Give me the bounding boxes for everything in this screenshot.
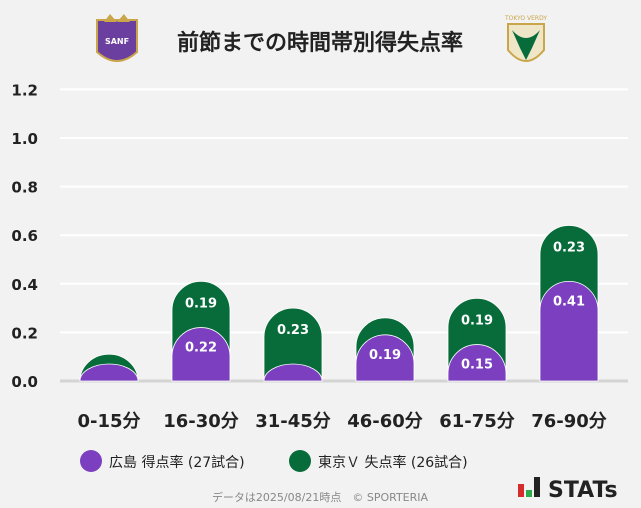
y-tick-label: 0.8 xyxy=(11,179,38,197)
x-tick-label: 61-75分 xyxy=(439,411,515,432)
x-tick-label: 0-15分 xyxy=(77,411,140,432)
y-tick-label: 1.2 xyxy=(11,81,38,99)
x-tick-label: 76-90分 xyxy=(531,411,607,432)
footer-note: データは2025/08/21時点 © SPORTERIA xyxy=(212,490,429,504)
stats-brand: STATs xyxy=(548,478,618,503)
away-logo-bird xyxy=(512,30,540,60)
bar-home-scored xyxy=(171,327,231,382)
legend-label: 東京Ｖ 失点率 (26試合) xyxy=(318,454,468,471)
x-tick-label: 31-45分 xyxy=(255,411,331,432)
data-label-home: 0.15 xyxy=(461,358,493,373)
home-logo-shield xyxy=(96,19,138,62)
data-label-away: 0.19 xyxy=(461,313,493,328)
y-tick-label: 0.2 xyxy=(11,324,38,342)
legend-marker xyxy=(80,450,102,472)
home-logo-text: SANF xyxy=(105,37,129,46)
legend-label: 広島 得点率 (27試合) xyxy=(109,454,245,471)
bar-home-scored xyxy=(539,281,599,382)
stats-logo-bar-black xyxy=(534,477,540,497)
data-label-home: 0.41 xyxy=(553,294,585,309)
home-logo-crown xyxy=(104,14,130,22)
y-tick-label: 0.6 xyxy=(11,227,38,245)
bar-home-scored xyxy=(79,363,139,382)
data-label-away: 0.19 xyxy=(185,296,217,311)
y-tick-label: 1.0 xyxy=(11,130,38,148)
data-label-away: 0.23 xyxy=(277,323,309,338)
bar-home-scored xyxy=(263,363,323,382)
x-tick-label: 16-30分 xyxy=(163,411,239,432)
y-tick-label: 0.0 xyxy=(11,373,38,391)
bar-home-scored xyxy=(355,334,415,382)
x-tick-label: 46-60分 xyxy=(347,411,423,432)
bar-home-scored xyxy=(447,344,507,382)
stats-logo-bar-green xyxy=(526,490,532,497)
data-label-home: 0.19 xyxy=(369,348,401,363)
y-tick-label: 0.4 xyxy=(11,276,38,294)
legend-marker xyxy=(289,450,311,472)
chart-title: 前節までの時間帯別得失点率 xyxy=(177,30,463,56)
data-label-home: 0.22 xyxy=(185,341,217,356)
data-label-away: 0.23 xyxy=(553,240,585,255)
stats-logo-bar-red xyxy=(518,484,524,497)
bar-away-conceded xyxy=(263,307,323,382)
away-logo-text: TOKYO VERDY xyxy=(504,15,547,22)
